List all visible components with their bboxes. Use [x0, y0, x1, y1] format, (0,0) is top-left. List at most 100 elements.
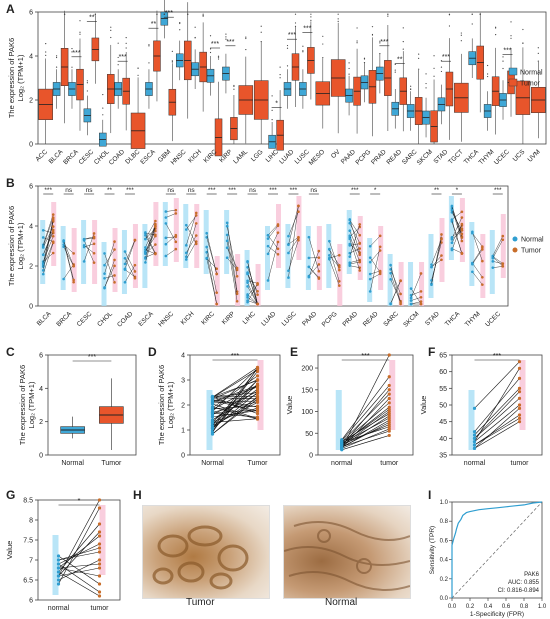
d-tumor-point: [255, 365, 260, 369]
b-normal-point: [103, 277, 106, 280]
a-tumor-outlier: [522, 42, 524, 44]
e-ytick-label: 100: [301, 409, 313, 416]
b-normal-point: [41, 228, 45, 232]
b-normal-band: [469, 222, 475, 286]
b-normal-point: [82, 260, 86, 263]
a-sig-label: ***: [288, 32, 296, 39]
b-normal-point: [389, 278, 392, 281]
a-tumor-outlier: [94, 13, 96, 15]
b-tumor-point: [440, 233, 443, 236]
d-pair-line: [212, 398, 258, 435]
i-xtick-label: 0.8: [520, 604, 529, 610]
b-tumor-point: [133, 238, 137, 242]
d-tumor-point: [255, 412, 260, 416]
c-ytick-label: 4: [39, 386, 43, 393]
b-sig-label: ns: [188, 187, 196, 194]
a-normal-outlier: [425, 82, 427, 85]
a-normal-outlier: [148, 45, 150, 47]
b-tumor-point: [194, 211, 198, 215]
a-sig-label: **: [397, 56, 403, 63]
a-normal-outlier: [271, 109, 273, 111]
i-diagonal: [451, 501, 543, 599]
e-ytick-label: 200: [301, 366, 313, 373]
a-normal-outlier: [302, 50, 304, 52]
b-tumor-point: [51, 234, 55, 238]
b-pair-line: [247, 286, 258, 305]
a-ylabel-group: The expression of PAK6 Log₂ (TPM+1): [7, 38, 25, 118]
b-tumor-point: [378, 245, 382, 249]
c-xtick-label: Tumor: [101, 460, 122, 467]
a-xtick-label: DLBC: [124, 148, 141, 165]
a-tumor-outlier: [510, 21, 512, 23]
a-tumor-outlier: [45, 54, 47, 57]
b-pair-line: [349, 223, 360, 244]
a-tumor-outlier: [79, 33, 81, 35]
b-normal-band: [183, 204, 189, 268]
e-tumor-point: [387, 392, 391, 396]
e-pair-line: [341, 419, 390, 448]
d-pair-line: [212, 369, 258, 398]
a-tumor-outlier: [460, 34, 462, 36]
b-xtick-label: KIRP: [221, 310, 237, 326]
b-tumor-point: [235, 266, 239, 270]
b-normal-point: [205, 256, 208, 260]
d-ytick-label: 1: [181, 428, 185, 435]
a-normal-outlier: [502, 67, 504, 70]
b-tumor-point: [501, 234, 505, 238]
b-tumor-point: [297, 210, 300, 214]
a-tumor-outlier: [233, 88, 235, 90]
a-normal-outlier: [71, 66, 73, 68]
a-xtick-label: ESCA: [139, 148, 157, 166]
b-normal-point: [144, 261, 147, 264]
b-normal-point: [225, 256, 229, 260]
g-tumor-point: [97, 530, 102, 534]
f-tumor-band: [519, 360, 526, 430]
a-normal-outlier: [102, 93, 104, 96]
b-xtick-label: THYM: [464, 310, 482, 328]
a-tumor-outlier: [202, 15, 204, 17]
f-tumor-point: [517, 376, 522, 380]
b-pair-line: [124, 240, 136, 269]
g-tumor-point: [97, 558, 102, 562]
b-normal-point: [389, 268, 392, 271]
b-tumor-point: [481, 245, 484, 248]
b-pair-line: [451, 211, 463, 220]
g-normal-point: [56, 566, 61, 570]
a-xtick-label: TGCT: [447, 148, 464, 165]
b-pair-line: [349, 259, 360, 263]
a-normal-outlier: [379, 52, 381, 55]
b-pair-line: [390, 273, 401, 305]
d-ylabel: The expression of PAK6: [157, 365, 166, 445]
b-tumor-point: [317, 277, 321, 280]
a-xtick-label: PCPG: [354, 148, 372, 166]
d-tumor-point: [255, 394, 260, 399]
d-xtick-label: Normal: [201, 460, 224, 467]
b-normal-point: [328, 247, 331, 251]
f-pair-line: [474, 418, 520, 446]
b-pair-line: [43, 242, 54, 275]
b-normal-point: [348, 244, 352, 247]
a-tumor-outlier: [63, 13, 66, 15]
a-tumor-outlier: [110, 36, 112, 39]
e-normal-point: [340, 440, 344, 444]
a-tumor-outlier: [171, 60, 173, 62]
b-tumor-point: [399, 301, 402, 304]
a-tumor-outlier: [217, 55, 220, 57]
b-pair-line: [63, 240, 74, 267]
b-xtick-label: THCA: [444, 310, 462, 328]
b-tumor-point: [154, 229, 157, 233]
b-tumor-point: [154, 225, 157, 229]
b-pair-line: [124, 265, 136, 283]
a-xtick-label: STAD: [432, 148, 449, 165]
a-xtick-label: MESO: [308, 148, 326, 166]
e-tumor-point: [387, 388, 391, 392]
b-tumor-point: [460, 251, 464, 255]
b-pair-line: [288, 211, 299, 237]
a-tumor-outlier: [510, 37, 512, 39]
b-tumor-point: [419, 272, 423, 275]
b-normal-point: [450, 218, 454, 222]
b-pair-line: [370, 235, 381, 247]
b-normal-point: [184, 255, 188, 259]
b-tumor-point: [297, 236, 300, 240]
b-pair-line: [492, 256, 503, 264]
